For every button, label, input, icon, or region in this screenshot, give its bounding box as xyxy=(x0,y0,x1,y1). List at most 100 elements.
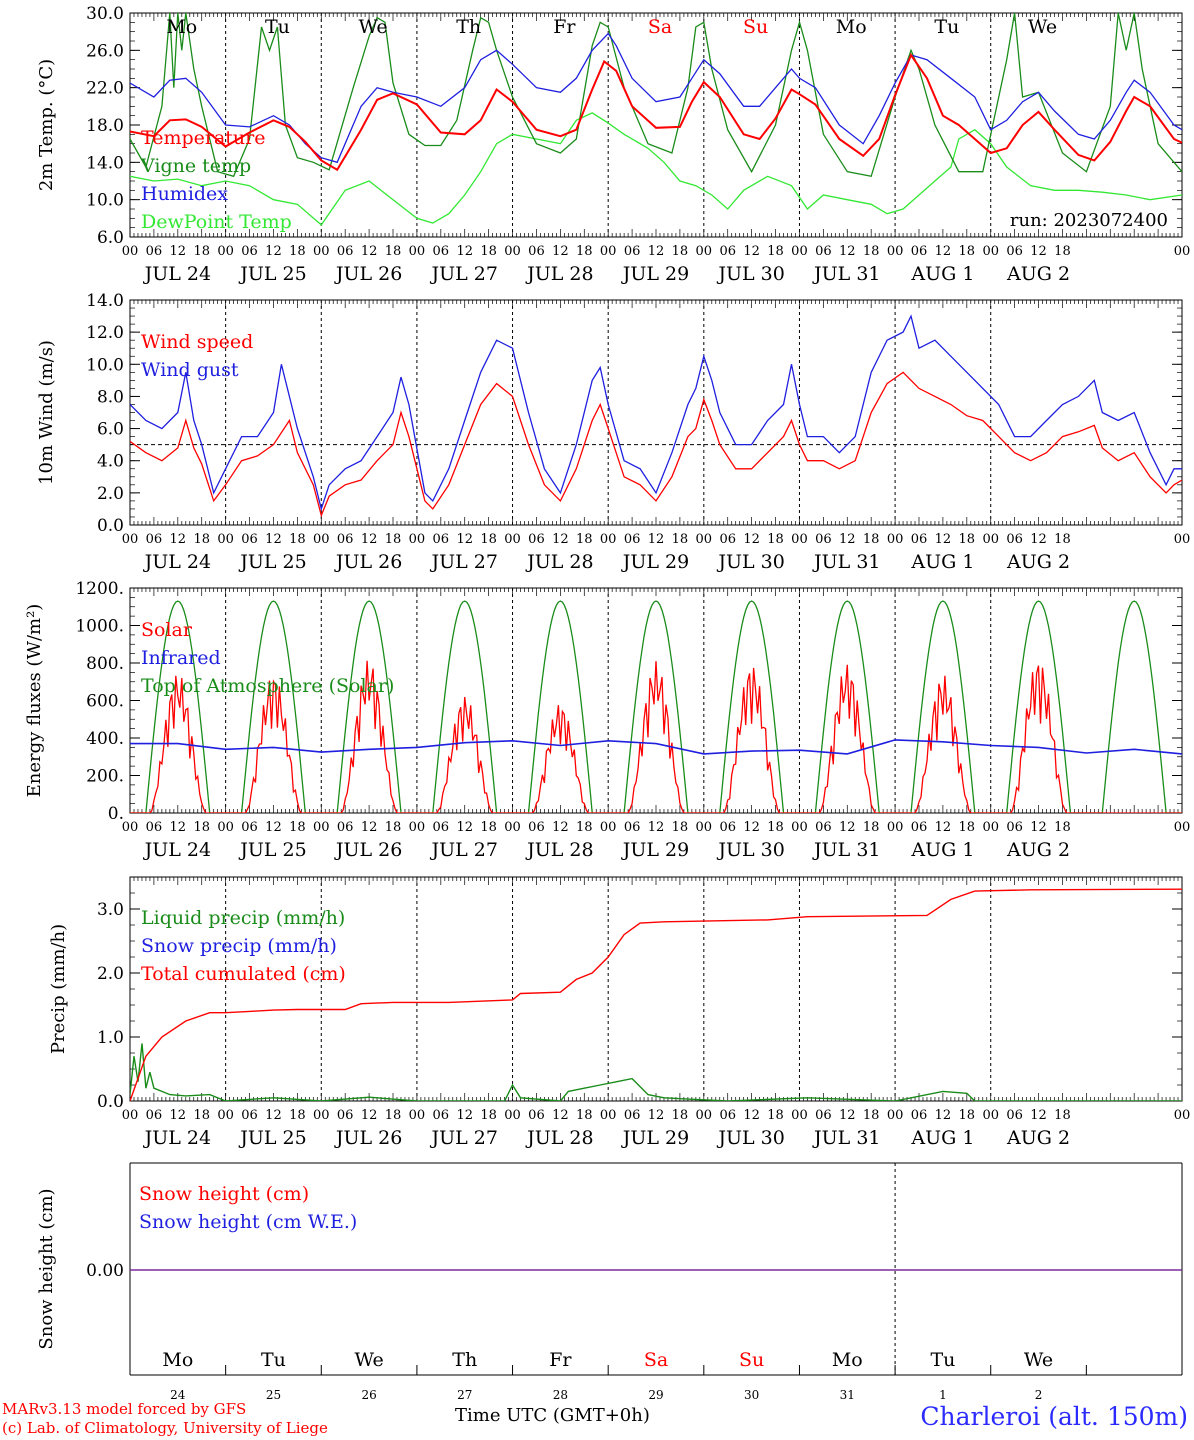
legend-precip-1: Snow precip (mm/h) xyxy=(141,935,337,957)
hour-tick-label: 06 xyxy=(1006,532,1023,547)
hour-tick-label: 00 xyxy=(504,532,521,547)
hour-tick-label: 00 xyxy=(791,244,808,259)
day-abbrev-label: Mo xyxy=(162,1349,193,1371)
day-abbrev-label: Th xyxy=(456,16,481,38)
hour-tick-label: 06 xyxy=(146,244,163,259)
y-tick-label: 600. xyxy=(86,692,124,712)
hour-tick-label: 00 xyxy=(982,820,999,835)
hour-tick-label: 00 xyxy=(409,532,426,547)
hour-tick-label: 18 xyxy=(576,1108,593,1123)
hour-tick-label: 12 xyxy=(839,820,856,835)
hour-tick-label: 18 xyxy=(193,532,210,547)
date-label: JUL 27 xyxy=(429,839,497,861)
day-number-label: 24 xyxy=(170,1388,186,1402)
hour-tick-label: 06 xyxy=(624,1108,641,1123)
day-abbrev-label: Th xyxy=(452,1349,477,1371)
series-line-solar xyxy=(130,660,1182,813)
date-label: JUL 28 xyxy=(525,839,593,861)
day-abbrev-label: We xyxy=(1024,1349,1053,1371)
day-abbrev-label: Tu xyxy=(261,1349,286,1371)
day-abbrev-label: Tu xyxy=(265,16,290,38)
hour-tick-label: 06 xyxy=(241,532,258,547)
hour-tick-label: 18 xyxy=(193,1108,210,1123)
hour-tick-label: 00 xyxy=(122,1108,139,1123)
hour-tick-label: 06 xyxy=(1006,1108,1023,1123)
hour-tick-label: 12 xyxy=(552,820,569,835)
hour-tick-label: 12 xyxy=(265,1108,282,1123)
y-tick-label: 4.0 xyxy=(97,452,124,472)
series-line-total-cumulated xyxy=(130,888,1182,1101)
hour-tick-label: 06 xyxy=(815,1108,832,1123)
series-line-vigne-temp xyxy=(130,13,1182,178)
hour-tick-label: 12 xyxy=(648,244,665,259)
legend-flux-2: Top of Atmosphere (Solar) xyxy=(141,675,394,697)
plot-frame xyxy=(129,587,1183,814)
hour-tick-label: 12 xyxy=(1030,532,1047,547)
day-abbrev-label: Tu xyxy=(934,16,959,38)
day-abbrev-label: Su xyxy=(743,16,768,38)
date-label: JUL 31 xyxy=(812,551,880,573)
date-label: JUL 25 xyxy=(238,839,306,861)
hour-tick-label: 00 xyxy=(982,244,999,259)
hour-tick-label: 18 xyxy=(289,532,306,547)
hour-tick-label: 18 xyxy=(480,820,497,835)
date-label: JUL 30 xyxy=(716,551,784,573)
hour-tick-label: 00 xyxy=(217,244,234,259)
hour-tick-label: 12 xyxy=(552,532,569,547)
y-tick-label: 200. xyxy=(86,767,124,787)
hour-tick-label: 12 xyxy=(170,820,187,835)
panel-wind-axes: 0.0 2.0 4.0 6.0 8.0 10.0 12.0 14.0 xyxy=(86,291,1183,536)
date-label: JUL 27 xyxy=(429,263,497,285)
day-number-label: 2 xyxy=(1035,1388,1043,1402)
day-number-label: 28 xyxy=(553,1388,568,1402)
date-label: JUL 31 xyxy=(812,263,880,285)
y-tick-label: 0.0 xyxy=(97,516,124,536)
y-tick-label: 6.0 xyxy=(97,420,124,440)
hour-tick-label: 00 xyxy=(600,1108,617,1123)
date-label: JUL 25 xyxy=(238,551,306,573)
hour-tick-label: 12 xyxy=(361,244,378,259)
date-label: JUL 24 xyxy=(143,839,211,861)
hour-tick-label: 00 xyxy=(982,532,999,547)
y-tick-label: 3.0 xyxy=(97,900,124,920)
hour-tick-label: 12 xyxy=(935,244,952,259)
hour-tick-label: 18 xyxy=(1054,820,1071,835)
hour-tick-label: 06 xyxy=(719,820,736,835)
hour-tick-label: 06 xyxy=(815,820,832,835)
hour-tick-label: 00 xyxy=(600,532,617,547)
hour-tick-label: 06 xyxy=(337,532,354,547)
hour-tick-label: 00 xyxy=(887,1108,904,1123)
hour-tick-label: 06 xyxy=(433,532,450,547)
panel-flux-axes: 0. 200. 400. 600. 800. 1000. 1200. xyxy=(75,579,1183,824)
series-line-liquid-precip xyxy=(130,1043,1182,1101)
hour-tick-label: 06 xyxy=(146,820,163,835)
date-label: JUL 27 xyxy=(429,1127,497,1149)
day-abbrev-label: Mo xyxy=(836,16,867,38)
series-line-temperature xyxy=(130,52,1182,172)
day-abbrev-label: Mo xyxy=(166,16,197,38)
date-label: AUG 2 xyxy=(1006,551,1070,573)
hour-tick-label: 18 xyxy=(767,820,784,835)
hour-tick-label: 00 xyxy=(217,532,234,547)
hour-tick-label: 12 xyxy=(935,1108,952,1123)
y-tick-label: 14.0 xyxy=(86,291,124,311)
day-number-label: 30 xyxy=(744,1388,759,1402)
legend-flux-0: Solar xyxy=(141,619,193,641)
hour-tick-label: 06 xyxy=(241,820,258,835)
hour-tick-label: 12 xyxy=(552,244,569,259)
hour-tick-label: 12 xyxy=(1030,244,1047,259)
hour-tick-label: 00 xyxy=(982,1108,999,1123)
hour-tick-label: 00 xyxy=(600,820,617,835)
legend-snow-0: Snow height (cm) xyxy=(139,1183,309,1205)
hour-tick-label: 12 xyxy=(743,820,760,835)
hour-tick-label: 18 xyxy=(385,1108,402,1123)
date-label: AUG 2 xyxy=(1006,263,1070,285)
hour-tick-label: 00 xyxy=(791,1108,808,1123)
legend-wind-1: Wind gust xyxy=(141,359,239,381)
hour-tick-label: 00 xyxy=(791,820,808,835)
hour-tick-label: 12 xyxy=(839,532,856,547)
hour-tick-label: 06 xyxy=(719,244,736,259)
hour-tick-label: 00 xyxy=(1174,244,1191,259)
date-label: JUL 31 xyxy=(812,1127,880,1149)
hour-tick-label: 06 xyxy=(241,1108,258,1123)
